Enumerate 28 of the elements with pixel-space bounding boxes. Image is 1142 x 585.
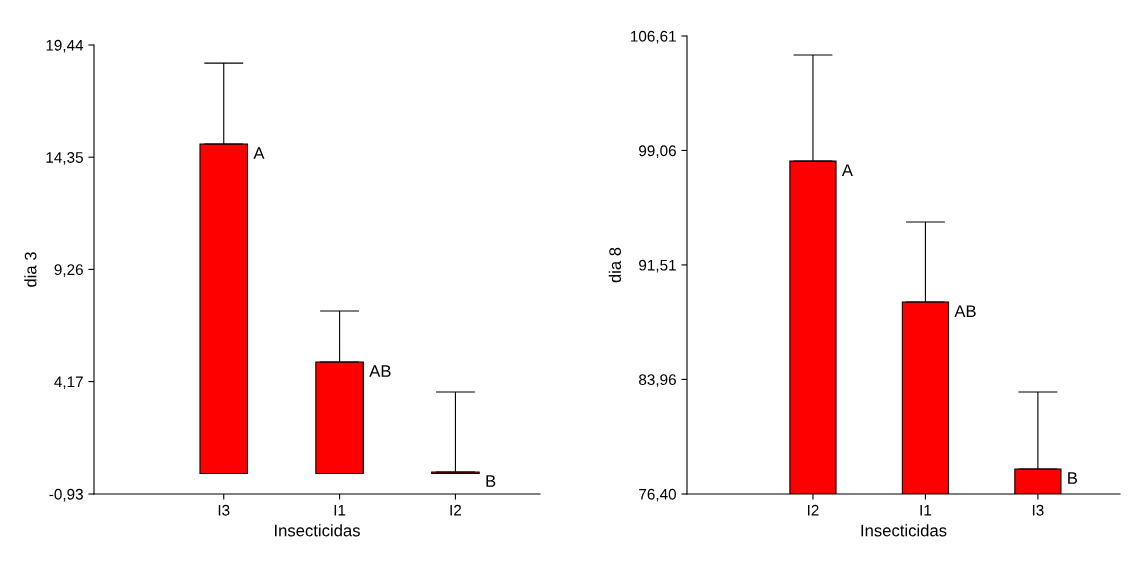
y-axis-title: dia 8 bbox=[608, 247, 622, 283]
x-axis-title: Insecticidas bbox=[861, 524, 947, 537]
bar bbox=[315, 361, 364, 475]
annotation: A bbox=[841, 164, 853, 176]
y-tick-label: 106,61 bbox=[631, 30, 676, 44]
x-axis-title: Insecticidas bbox=[275, 524, 360, 537]
annotation: B bbox=[486, 475, 496, 487]
y-tick-label: 99,06 bbox=[639, 145, 676, 158]
y-tick-label: 14,35 bbox=[46, 152, 83, 165]
x-tick-label: I3 bbox=[218, 504, 230, 516]
x-tick-label: I2 bbox=[450, 504, 462, 516]
y-tick-label: 19,44 bbox=[46, 39, 84, 53]
y-tick-label: 83,96 bbox=[639, 374, 676, 387]
bar bbox=[199, 143, 249, 475]
annotation: AB bbox=[954, 305, 976, 317]
y-tick-label: 4,17 bbox=[54, 376, 83, 390]
annotation: A bbox=[253, 147, 265, 159]
y-tick-label: 9,26 bbox=[54, 264, 83, 277]
annotation: B bbox=[1068, 472, 1078, 484]
y-tick-label: -0,93 bbox=[49, 488, 83, 502]
x-tick-label: I2 bbox=[808, 504, 819, 516]
annotation: AB bbox=[369, 365, 391, 377]
y-tick-label: 91,51 bbox=[639, 259, 676, 273]
x-tick-label: I1 bbox=[920, 504, 932, 516]
y-tick-label: 76,40 bbox=[639, 488, 676, 502]
x-tick-label: I3 bbox=[1032, 504, 1044, 516]
y-axis-title: dia 3 bbox=[24, 252, 37, 287]
x-tick-label: I1 bbox=[334, 504, 346, 516]
